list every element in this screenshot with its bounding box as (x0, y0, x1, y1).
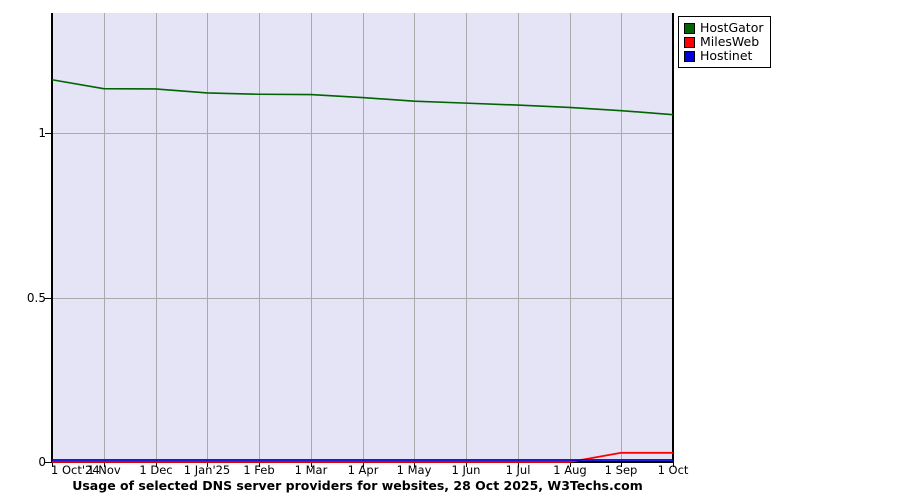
y-axis-line (51, 13, 53, 463)
legend-swatch-hostgator (684, 22, 695, 34)
x-tick-mark (466, 462, 467, 467)
vertical-gridline (621, 13, 622, 461)
legend-label-hostgator: HostGator (700, 20, 764, 35)
chart-legend: HostGator MilesWeb Hostinet (678, 16, 771, 68)
x-axis-tick-label: 1 Aug (553, 463, 587, 477)
x-axis-tick-label: 1 Nov (87, 463, 121, 477)
x-axis-tick-label: 1 Feb (243, 463, 275, 477)
y-tick-label-wrap: 0.5 (0, 292, 46, 304)
legend-swatch-milesweb (684, 36, 695, 48)
x-axis-tick-label: 1 Oct (657, 463, 689, 477)
vertical-gridline (414, 13, 415, 461)
x-axis-tick-label: 1 Jun (451, 463, 481, 477)
y-tick-mark (45, 462, 52, 463)
x-tick-mark (363, 462, 364, 467)
y-axis-tick-label: 1 (38, 126, 46, 140)
vertical-gridline (156, 13, 157, 461)
legend-item-hostinet: Hostinet (684, 49, 764, 63)
vertical-gridline (466, 13, 467, 461)
x-tick-mark (207, 462, 208, 467)
x-tick-mark (156, 462, 157, 467)
plot-right-border (672, 13, 674, 463)
y-tick-label-wrap: 0 (0, 456, 46, 468)
x-tick-mark (104, 462, 105, 467)
x-axis-tick-label: 1 Mar (294, 463, 328, 477)
legend-label-hostinet: Hostinet (700, 48, 753, 63)
vertical-gridline (104, 13, 105, 461)
series-line-hostgator (51, 78, 674, 116)
legend-label-milesweb: MilesWeb (700, 34, 760, 49)
x-axis-tick-label: 1 Oct'24 (51, 463, 100, 477)
horizontal-gridline (53, 133, 672, 134)
vertical-gridline (518, 13, 519, 461)
x-axis-tick-label: 1 Jan'25 (183, 463, 231, 477)
x-tick-mark (621, 462, 622, 467)
vertical-gridline (570, 13, 571, 461)
x-tick-mark (414, 462, 415, 467)
legend-item-milesweb: MilesWeb (684, 35, 764, 49)
y-axis-tick-label: 0.5 (26, 291, 46, 305)
legend-item-hostgator: HostGator (684, 21, 764, 35)
x-tick-mark (52, 462, 53, 467)
y-tick-mark (45, 298, 52, 299)
y-tick-label-wrap: 1 (0, 127, 46, 139)
x-tick-mark (570, 462, 571, 467)
x-axis-tick-label: 1 Jul (505, 463, 531, 477)
vertical-gridline (363, 13, 364, 461)
x-tick-mark (311, 462, 312, 467)
series-line-milesweb (52, 451, 673, 463)
x-axis-tick-label: 1 May (396, 463, 432, 477)
x-axis-tick-label: 1 Dec (139, 463, 173, 477)
horizontal-gridline (53, 298, 672, 299)
legend-swatch-hostinet (684, 50, 695, 62)
vertical-gridline (207, 13, 208, 461)
x-tick-mark (673, 462, 674, 467)
x-axis-tick-label: 1 Sep (604, 463, 638, 477)
vertical-gridline (311, 13, 312, 461)
x-axis-tick-label: 1 Apr (347, 463, 379, 477)
chart-caption: Usage of selected DNS server providers f… (72, 478, 643, 493)
vertical-gridline (259, 13, 260, 461)
x-tick-mark (259, 462, 260, 467)
y-axis-tick-label: 0 (38, 455, 46, 469)
plot-area (52, 13, 673, 462)
x-tick-mark (518, 462, 519, 467)
y-tick-mark (45, 133, 52, 134)
